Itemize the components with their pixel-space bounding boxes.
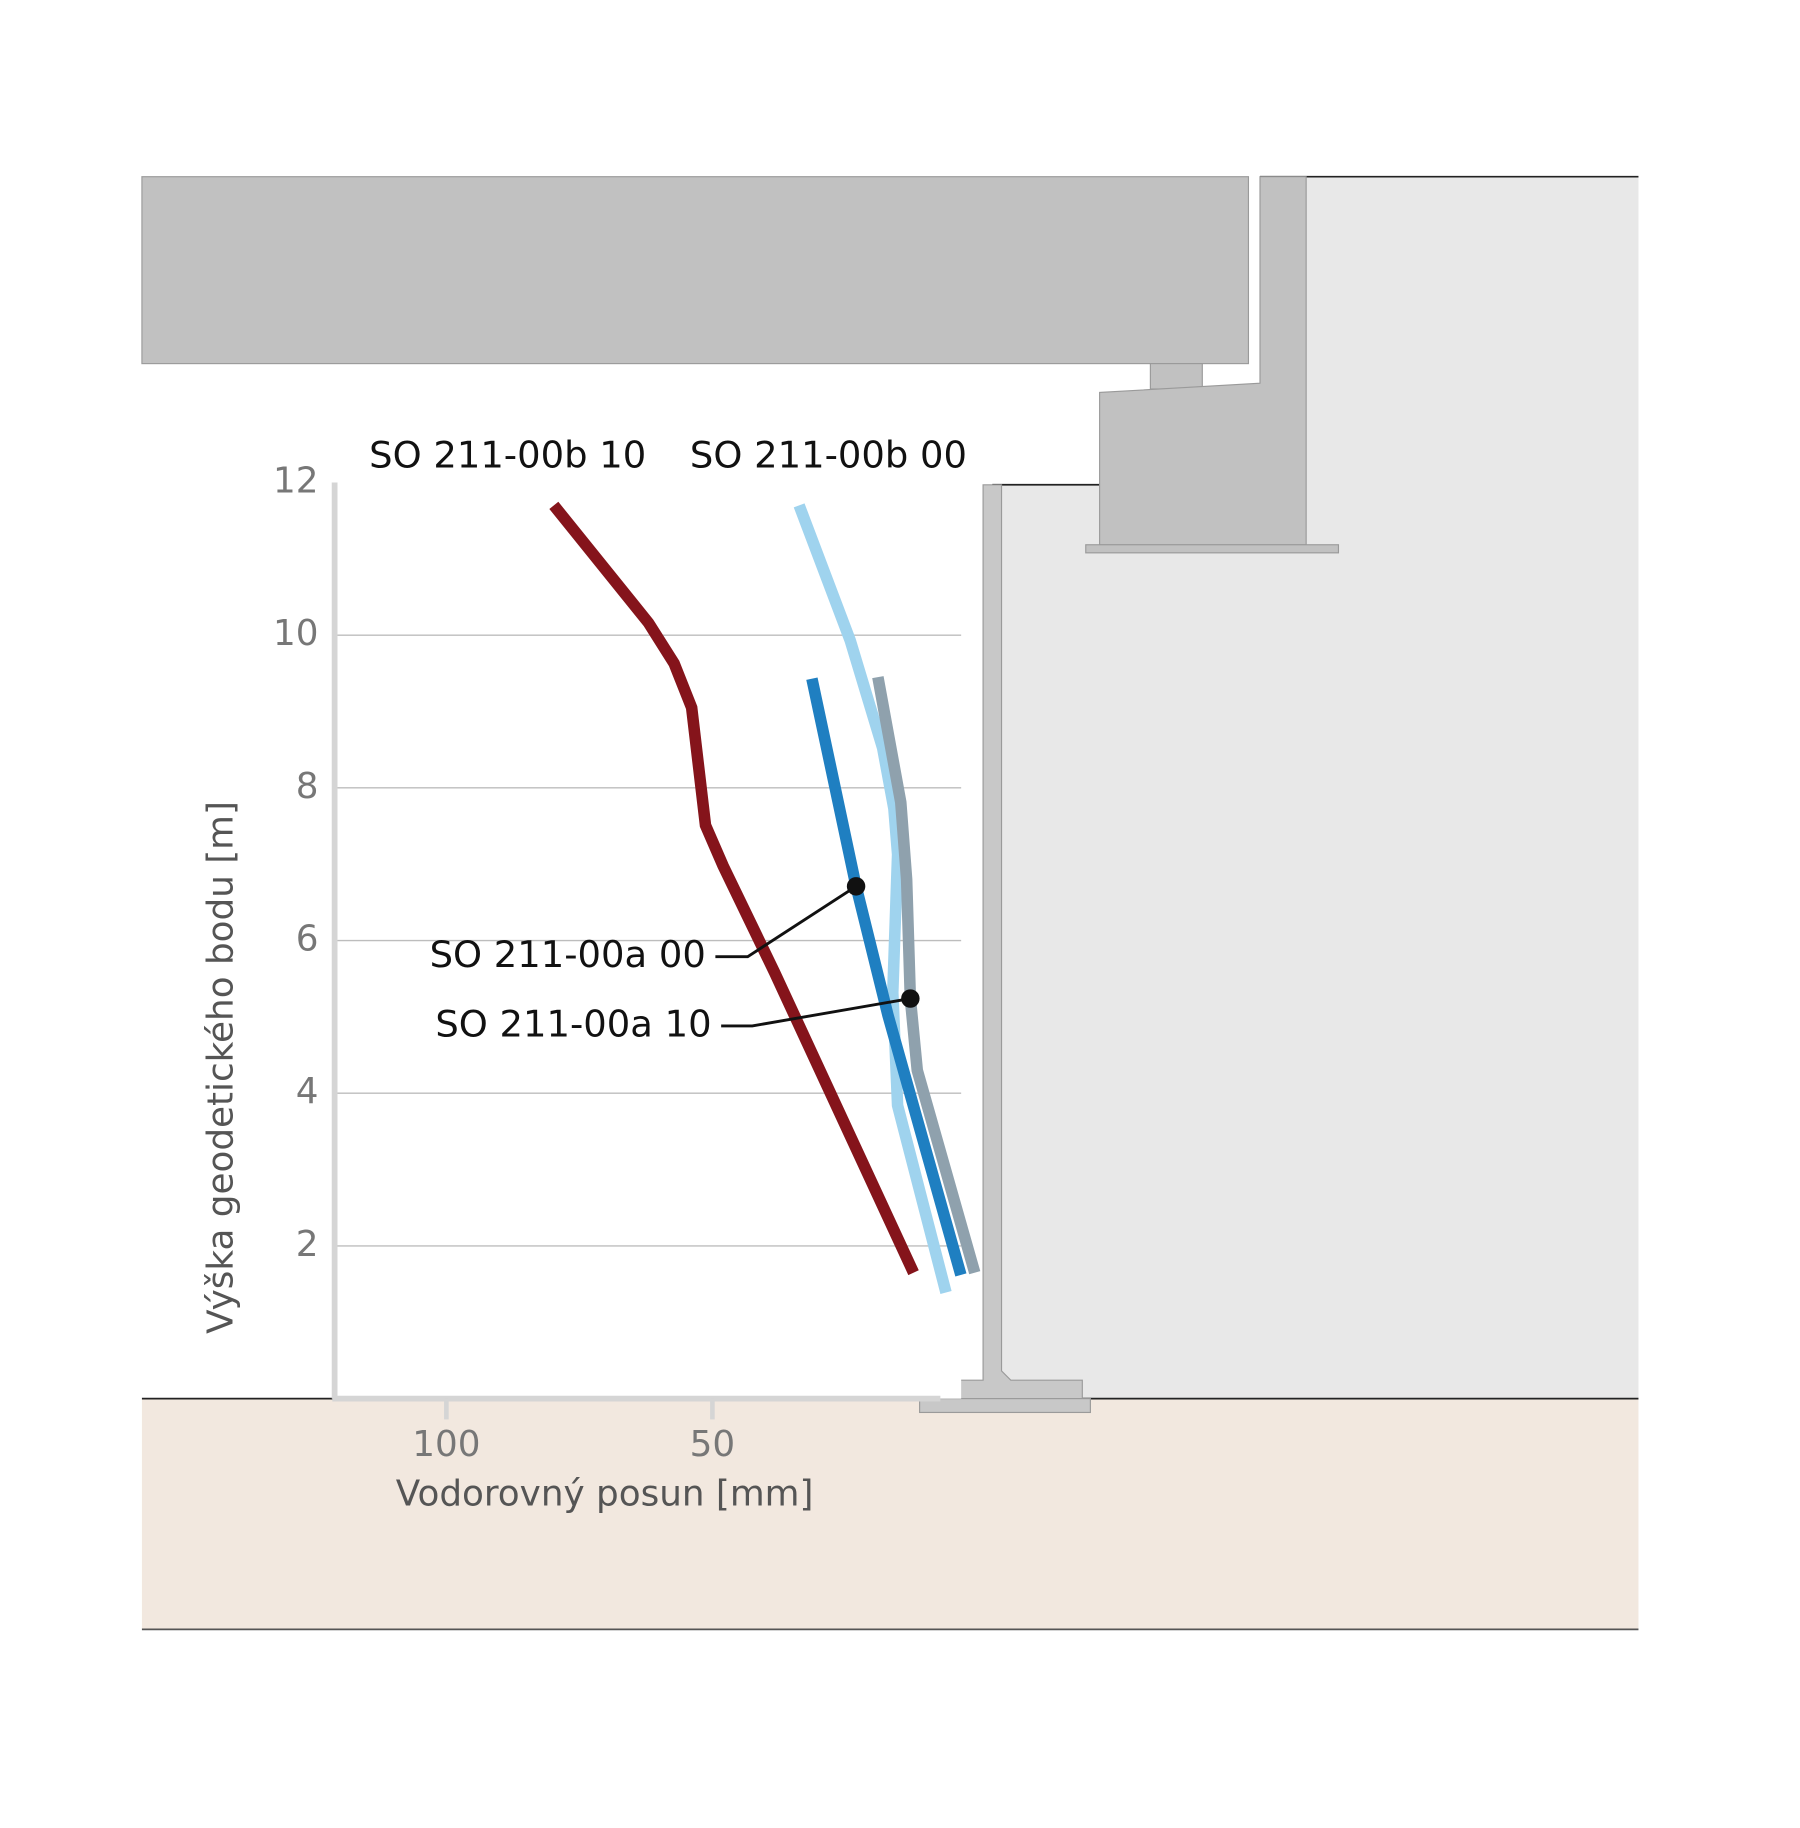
series-label: SO 211-00a 10 bbox=[435, 1002, 711, 1045]
y-axis-label: Výška geodetického bodu [m] bbox=[201, 801, 242, 1334]
leader-line bbox=[721, 997, 911, 1028]
series-line bbox=[549, 501, 919, 1276]
x-tick-label: 100 bbox=[412, 1424, 480, 1465]
y-tick-label: 4 bbox=[296, 1071, 319, 1112]
bearing bbox=[1149, 363, 1203, 390]
ground bbox=[141, 1398, 1639, 1630]
y-tick-label: 8 bbox=[296, 766, 319, 807]
plate bbox=[1085, 544, 1340, 554]
x-axis-label: Vodorovný posun [mm] bbox=[396, 1474, 814, 1515]
series-line bbox=[806, 677, 967, 1277]
point-marker bbox=[846, 877, 866, 896]
leader-line bbox=[715, 885, 857, 959]
series-label: SO 211-00b 10 bbox=[369, 434, 646, 477]
y-tick-label: 10 bbox=[273, 613, 319, 654]
series-line bbox=[793, 503, 952, 1294]
point-marker bbox=[901, 989, 920, 1008]
series-label: SO 211-00a 00 bbox=[430, 933, 706, 976]
series-line bbox=[872, 676, 981, 1275]
series-label: SO 211-00b 00 bbox=[690, 434, 967, 477]
x-tick-label: 50 bbox=[690, 1424, 736, 1465]
y-tick-label: 6 bbox=[296, 919, 319, 960]
ceiling-slab bbox=[141, 176, 1250, 365]
y-tick-label: 2 bbox=[296, 1224, 319, 1265]
y-tick-label: 12 bbox=[273, 460, 319, 501]
building bbox=[1001, 484, 1639, 1399]
wall-foot bbox=[919, 1398, 1091, 1414]
